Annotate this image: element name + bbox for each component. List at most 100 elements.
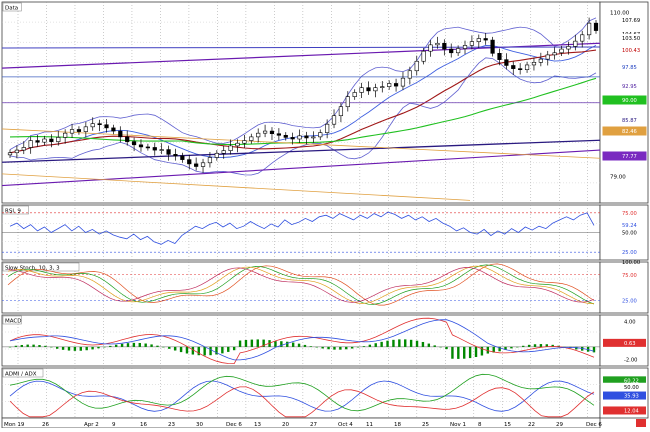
macd-hist-bar [79,346,82,351]
macd-hist-bar [38,345,41,347]
macd-hist-bar [551,344,554,347]
macd-hist-bar [527,344,531,347]
macd-hist-bar [162,346,165,348]
adx-tick-label: 50.00 [624,385,639,391]
macd-tag-box [603,338,646,347]
price-tag: 85.87 [622,118,637,124]
macd-hist-bar [474,346,478,358]
resistance-line [1,46,601,49]
macd-hist-bar [227,346,230,352]
candle-body [118,130,123,138]
panel-label-2: Slow Stoch, 10, 3, 3 [5,266,60,272]
macd-hist-bar [386,340,389,347]
candle-body [131,141,137,146]
candle-body [262,130,268,134]
mid-trend-line [1,139,601,163]
macd-hist-bar [232,346,236,351]
time-tick-label: Nov 1 [450,422,466,428]
time-tick-label: 29 [556,422,563,428]
macd-tick-label: 0.63 [624,341,636,347]
candle-body [159,149,164,151]
macd-hist-bar [303,344,307,347]
candle-body [228,145,233,151]
candle-body [194,163,199,167]
candle-body [290,137,295,140]
candle-body [180,155,185,160]
candle-body [14,149,19,154]
panel-label-1: RSI, 9 [5,209,21,215]
candle-body [497,53,502,60]
macd-hist-bar [173,346,177,351]
macd-hist-bar [504,346,507,350]
candle-body [518,68,523,71]
candle-body [28,140,33,148]
candle-body [69,129,75,134]
time-tick-label: Dec 6 [586,422,602,428]
macd-hist-bar [545,344,549,347]
ma-mid-line [9,49,597,154]
price-tick-label: 79.00 [610,175,626,181]
candle-body [42,138,47,143]
macd-hist-bar [14,345,18,347]
panel-label-0: Data [5,6,18,12]
panel-label-3: MACD [5,319,22,325]
candle-body [90,123,95,128]
candle-body [49,138,54,142]
stoch-tick-label: 75.00 [622,273,637,279]
macd-hist-bar [533,344,537,347]
macd-hist-bar [221,346,224,354]
macd-hist-bar [91,346,94,350]
time-tick-label: 18 [394,422,401,428]
panel-label-4: ADMI / ADX [5,372,37,378]
candle-body [207,157,213,164]
candle-body [366,87,371,92]
price-tick-label: 110.00 [610,11,630,17]
macd-tag-box [603,355,646,364]
macd-hist-bar [451,346,454,359]
price-tag: 97.85 [622,65,637,71]
fib-line-upper [1,128,601,159]
time-tick-label: 23 [168,422,175,428]
adx-tag-box [603,391,646,400]
time-tick-label: 9 [112,422,116,428]
macd-hist-bar [103,346,106,348]
stoch-line-3 [7,267,595,303]
price-tag-box [602,126,647,136]
macd-hist-bar [486,346,490,354]
rsi-tick-label: 50.00 [622,231,637,237]
candle-body [442,42,447,50]
candle-body [63,132,68,138]
time-tick-label: 8 [478,422,482,428]
candle-body [573,40,578,47]
candle-body [469,41,475,46]
macd-hist-bar [433,345,436,347]
macd-hist-bar [168,346,171,349]
macd-hist-bar [575,346,578,350]
bollinger-upper [9,17,597,150]
candle-body [428,44,433,52]
candle-body [476,38,481,42]
candle-body [566,46,571,50]
macd-hist-bar [250,339,254,347]
candle-body [331,115,337,125]
panel-label-box-1 [2,205,29,215]
time-tick-label: Dec 6 [226,422,242,428]
candle-body [283,134,288,138]
macd-hist-bar [150,344,153,347]
candle-body [200,162,206,167]
price-tag: 107.69 [622,18,640,24]
time-tick-label: Apr 2 [84,422,99,428]
candle-body [304,135,309,139]
candle-body [559,48,564,54]
macd-hist-bar [398,339,401,347]
macd-hist-bar [592,346,596,353]
macd-hist-bar [203,346,206,356]
candle-body [97,123,102,126]
candle-body [325,123,330,133]
candle-body [435,42,440,46]
price-tag-box [603,34,646,42]
time-tick-label: 15 [504,422,511,428]
dmi-line-1 [9,373,595,412]
price-tag-box [602,95,647,105]
macd-hist-bar [498,346,501,352]
